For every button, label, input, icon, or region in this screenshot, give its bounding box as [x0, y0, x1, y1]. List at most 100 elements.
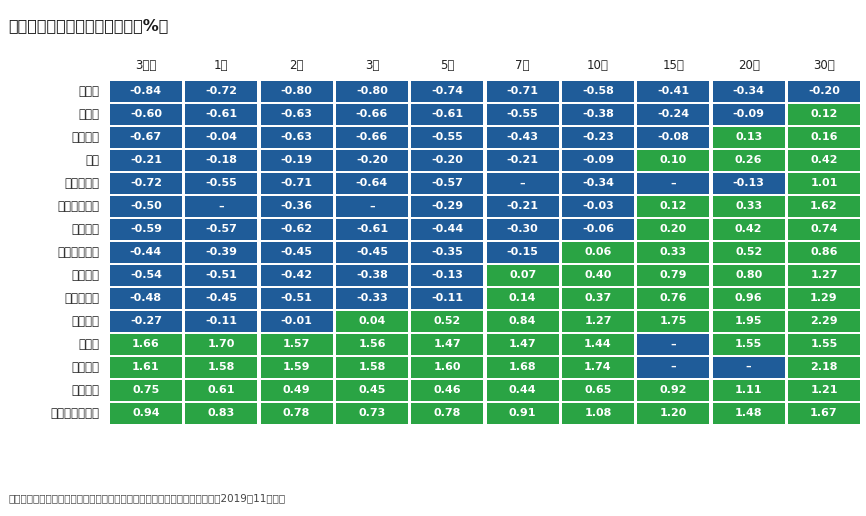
Text: -0.50: -0.50 — [130, 201, 162, 212]
Text: 0.65: 0.65 — [585, 385, 611, 395]
Text: -0.66: -0.66 — [356, 109, 388, 119]
Text: 2.29: 2.29 — [811, 316, 837, 326]
Text: –: – — [746, 362, 752, 372]
Text: 0.10: 0.10 — [660, 155, 687, 166]
Text: –: – — [670, 339, 676, 349]
Text: -0.63: -0.63 — [281, 133, 313, 142]
Text: 0.83: 0.83 — [208, 408, 235, 418]
Text: -0.21: -0.21 — [130, 155, 162, 166]
Text: 1.29: 1.29 — [811, 293, 837, 303]
Text: カナダ: カナダ — [79, 338, 100, 351]
Text: 1.70: 1.70 — [208, 339, 235, 349]
Text: -0.06: -0.06 — [582, 224, 614, 234]
Text: 0.33: 0.33 — [660, 247, 687, 257]
Text: 1.75: 1.75 — [660, 316, 687, 326]
Text: -0.80: -0.80 — [281, 87, 313, 96]
Text: -0.21: -0.21 — [507, 201, 539, 212]
Text: -0.66: -0.66 — [356, 133, 388, 142]
Text: -0.24: -0.24 — [657, 109, 689, 119]
Text: -0.04: -0.04 — [205, 133, 237, 142]
Text: 7年: 7年 — [515, 59, 530, 72]
Text: -0.61: -0.61 — [205, 109, 237, 119]
Text: 1.20: 1.20 — [660, 408, 687, 418]
Text: 3年: 3年 — [365, 59, 379, 72]
Text: フランス: フランス — [72, 223, 100, 236]
Text: -0.45: -0.45 — [205, 293, 237, 303]
Text: イギリス: イギリス — [72, 384, 100, 397]
Text: 0.52: 0.52 — [434, 316, 461, 326]
Text: 1.60: 1.60 — [434, 362, 461, 372]
Text: -0.38: -0.38 — [582, 109, 614, 119]
Text: 15年: 15年 — [662, 59, 684, 72]
Text: -0.03: -0.03 — [582, 201, 614, 212]
Text: 0.52: 0.52 — [735, 247, 762, 257]
Text: -0.27: -0.27 — [130, 316, 162, 326]
Text: -0.51: -0.51 — [281, 293, 313, 303]
Text: 0.92: 0.92 — [660, 385, 687, 395]
Text: -0.09: -0.09 — [733, 109, 765, 119]
Text: -0.08: -0.08 — [657, 133, 689, 142]
Text: -0.15: -0.15 — [507, 247, 539, 257]
Text: スイス: スイス — [79, 85, 100, 98]
Text: イタリア: イタリア — [72, 315, 100, 328]
Text: -0.20: -0.20 — [808, 87, 840, 96]
Text: 0.78: 0.78 — [283, 408, 310, 418]
Text: -0.13: -0.13 — [431, 270, 463, 280]
Text: -0.18: -0.18 — [205, 155, 237, 166]
Text: デンマーク: デンマーク — [65, 177, 100, 190]
Text: -0.45: -0.45 — [356, 247, 388, 257]
Text: 1.44: 1.44 — [584, 339, 612, 349]
Text: 1年: 1年 — [214, 59, 229, 72]
Text: –: – — [670, 179, 676, 188]
Text: -0.21: -0.21 — [507, 155, 539, 166]
Text: 0.45: 0.45 — [359, 385, 385, 395]
Text: 出所：リフィニティブ、マニュライフ・インベストメント・マネジメント、2019年11月現在: 出所：リフィニティブ、マニュライフ・インベストメント・マネジメント、2019年1… — [9, 493, 286, 503]
Text: 2年: 2年 — [289, 59, 304, 72]
Text: -0.39: -0.39 — [205, 247, 237, 257]
Text: 1.68: 1.68 — [509, 362, 536, 372]
Text: -0.42: -0.42 — [281, 270, 313, 280]
Text: 0.76: 0.76 — [660, 293, 687, 303]
Text: 1.47: 1.47 — [434, 339, 461, 349]
Text: 2.18: 2.18 — [811, 362, 837, 372]
Text: 1.11: 1.11 — [735, 385, 762, 395]
Text: 0.91: 0.91 — [509, 408, 536, 418]
Text: 1.61: 1.61 — [132, 362, 159, 372]
Text: アイルランド: アイルランド — [58, 246, 100, 259]
Text: -0.30: -0.30 — [507, 224, 539, 234]
Text: 0.86: 0.86 — [811, 247, 837, 257]
Text: –: – — [218, 201, 224, 212]
Text: -0.35: -0.35 — [431, 247, 463, 257]
Text: 1.21: 1.21 — [811, 385, 837, 395]
Text: 0.16: 0.16 — [811, 133, 837, 142]
Text: 1.01: 1.01 — [811, 179, 837, 188]
Text: 0.94: 0.94 — [132, 408, 159, 418]
Text: 1.57: 1.57 — [283, 339, 310, 349]
Text: -0.64: -0.64 — [356, 179, 388, 188]
Text: -0.19: -0.19 — [281, 155, 313, 166]
Text: 1.08: 1.08 — [585, 408, 611, 418]
Text: -0.23: -0.23 — [582, 133, 614, 142]
Text: オランダ: オランダ — [72, 131, 100, 144]
Text: 0.06: 0.06 — [585, 247, 611, 257]
Text: -0.11: -0.11 — [205, 316, 237, 326]
Text: 0.04: 0.04 — [359, 316, 385, 326]
Text: -0.01: -0.01 — [281, 316, 313, 326]
Text: -0.45: -0.45 — [281, 247, 313, 257]
Text: -0.36: -0.36 — [281, 201, 313, 212]
Text: 0.80: 0.80 — [735, 270, 762, 280]
Text: 0.73: 0.73 — [359, 408, 385, 418]
Text: 0.33: 0.33 — [735, 201, 762, 212]
Text: ドイツ: ドイツ — [79, 108, 100, 121]
Text: -0.43: -0.43 — [507, 133, 539, 142]
Text: 1.56: 1.56 — [359, 339, 385, 349]
Text: 0.44: 0.44 — [509, 385, 536, 395]
Text: 1.66: 1.66 — [132, 339, 160, 349]
Text: 0.20: 0.20 — [660, 224, 687, 234]
Text: 0.07: 0.07 — [509, 270, 536, 280]
Text: -0.80: -0.80 — [356, 87, 388, 96]
Text: -0.20: -0.20 — [356, 155, 388, 166]
Text: 1.59: 1.59 — [283, 362, 310, 372]
Text: -0.48: -0.48 — [130, 293, 162, 303]
Text: -0.71: -0.71 — [281, 179, 313, 188]
